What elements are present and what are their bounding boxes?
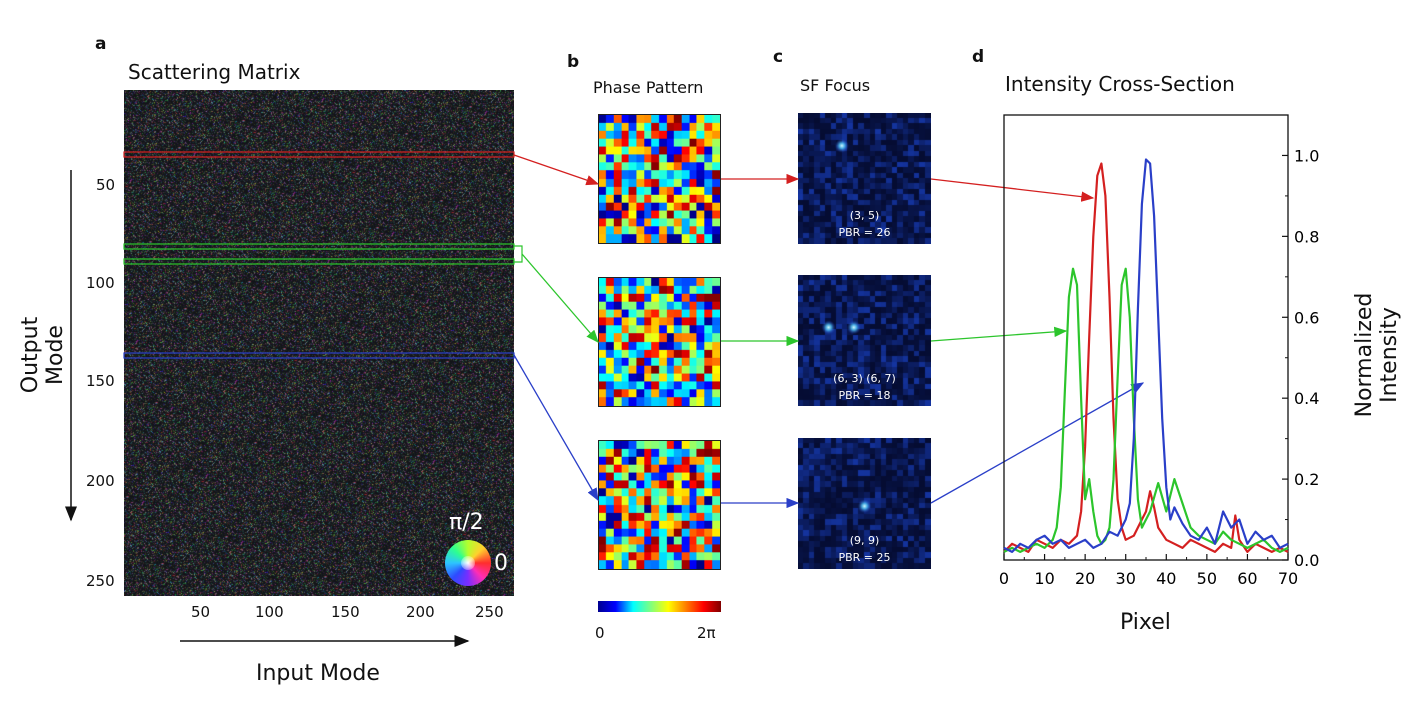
series-line-1 bbox=[1003, 267, 1289, 554]
y-tick-label: 0.4 bbox=[1294, 389, 1319, 408]
y-tick-label: 0.8 bbox=[1294, 227, 1319, 246]
green-bracket bbox=[514, 245, 523, 263]
x-tick-250: 250 bbox=[475, 603, 504, 621]
colorbar-min-label: 0 bbox=[595, 624, 605, 642]
phase-color-wheel-icon bbox=[445, 540, 491, 586]
focus-2-coords: (6, 3) (6, 7) bbox=[833, 372, 896, 385]
panel-b-letter: b bbox=[567, 52, 580, 72]
red-arrow-c-d bbox=[930, 178, 1095, 202]
x-tick-label: 10 bbox=[1034, 569, 1054, 588]
phase-pattern-2 bbox=[598, 277, 721, 407]
focus-image-2: (6, 3) (6, 7) PBR = 18 bbox=[798, 275, 931, 406]
x-tick-label: 70 bbox=[1278, 569, 1298, 588]
green-arrow-c-d bbox=[930, 326, 1068, 342]
panel-d-letter: d bbox=[972, 47, 985, 67]
panel-c-letter: c bbox=[773, 47, 784, 67]
focus-image-1: (3, 5) PBR = 26 bbox=[798, 113, 931, 244]
series-line-2 bbox=[1003, 158, 1289, 554]
green-row-highlight-2 bbox=[123, 258, 515, 265]
chart-plot-frame bbox=[1003, 114, 1289, 561]
series-line-0 bbox=[1003, 162, 1289, 554]
chart-ticks: 0 10 20 30 40 50 60 700.0 0.2 0.4 0.6 0.8 1.0 bbox=[999, 114, 1319, 588]
y-tick-250: 250 bbox=[86, 572, 115, 590]
sf-focus-title: SF Focus bbox=[800, 76, 871, 95]
chart-series bbox=[1003, 158, 1289, 554]
x-tick-150: 150 bbox=[331, 603, 360, 621]
scattering-matrix-image bbox=[124, 90, 514, 596]
y-tick-100: 100 bbox=[86, 274, 115, 292]
colorbar-max-label: 2π bbox=[697, 624, 716, 642]
green-arrow-a-b bbox=[521, 253, 599, 343]
chart-x-axis-title: Pixel bbox=[1120, 610, 1171, 635]
scattering-matrix-title: Scattering Matrix bbox=[128, 60, 301, 84]
x-tick-50: 50 bbox=[191, 603, 211, 621]
y-tick-label: 0.0 bbox=[1294, 551, 1319, 570]
x-tick-200: 200 bbox=[406, 603, 435, 621]
x-tick-label: 50 bbox=[1197, 569, 1217, 588]
focus-2-pbr: PBR = 18 bbox=[838, 389, 891, 402]
chart-title: Intensity Cross-Section bbox=[1005, 72, 1235, 96]
blue-row-highlight bbox=[123, 352, 515, 359]
focus-3-pbr: PBR = 25 bbox=[838, 551, 891, 564]
y-tick-label: 0.6 bbox=[1294, 308, 1319, 327]
red-row-highlight bbox=[123, 151, 515, 158]
red-arrow-a-b bbox=[513, 154, 600, 186]
x-tick-label: 20 bbox=[1075, 569, 1095, 588]
wheel-label-pi-half: π/2 bbox=[449, 510, 484, 535]
focus-image-3: (9, 9) PBR = 25 bbox=[798, 438, 931, 569]
x-tick-label: 0 bbox=[999, 569, 1009, 588]
input-mode-axis-title: Input Mode bbox=[256, 661, 380, 686]
focus-3-coords: (9, 9) bbox=[849, 534, 880, 547]
y-tick-200: 200 bbox=[86, 472, 115, 490]
blue-arrow-a-b bbox=[513, 354, 599, 502]
x-tick-label: 60 bbox=[1237, 569, 1257, 588]
x-tick-label: 40 bbox=[1156, 569, 1176, 588]
green-row-highlight-1 bbox=[123, 243, 515, 250]
blue-arrow-c-d bbox=[930, 382, 1145, 504]
y-tick-label: 1.0 bbox=[1294, 146, 1319, 165]
phase-pattern-3 bbox=[598, 440, 721, 570]
y-tick-50: 50 bbox=[96, 176, 116, 194]
wheel-label-zero: 0 bbox=[494, 551, 508, 576]
x-tick-100: 100 bbox=[255, 603, 284, 621]
phase-colorbar bbox=[598, 601, 721, 612]
focus-1-coords: (3, 5) bbox=[849, 209, 880, 222]
x-tick-label: 30 bbox=[1116, 569, 1136, 588]
phase-pattern-title: Phase Pattern bbox=[593, 78, 704, 97]
panel-a-letter: a bbox=[95, 34, 107, 54]
y-tick-label: 0.2 bbox=[1294, 470, 1319, 489]
y-tick-150: 150 bbox=[86, 372, 115, 390]
focus-1-pbr: PBR = 26 bbox=[838, 226, 891, 239]
